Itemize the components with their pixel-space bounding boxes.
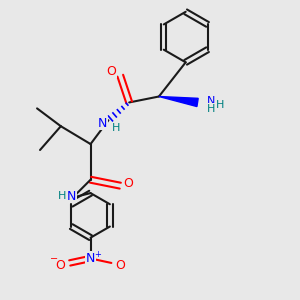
- Text: O: O: [55, 259, 65, 272]
- Text: N: N: [207, 96, 215, 106]
- Text: +: +: [94, 250, 100, 259]
- Text: H: H: [207, 104, 215, 114]
- Text: O: O: [106, 65, 116, 78]
- Text: N: N: [67, 190, 76, 202]
- Text: H: H: [112, 123, 120, 133]
- Polygon shape: [159, 97, 198, 106]
- Text: N: N: [98, 117, 107, 130]
- Text: H: H: [216, 100, 224, 110]
- Text: H: H: [58, 191, 67, 201]
- Text: N: N: [86, 252, 95, 265]
- Text: O: O: [115, 259, 125, 272]
- Text: −: −: [50, 254, 58, 264]
- Text: O: O: [123, 177, 133, 190]
